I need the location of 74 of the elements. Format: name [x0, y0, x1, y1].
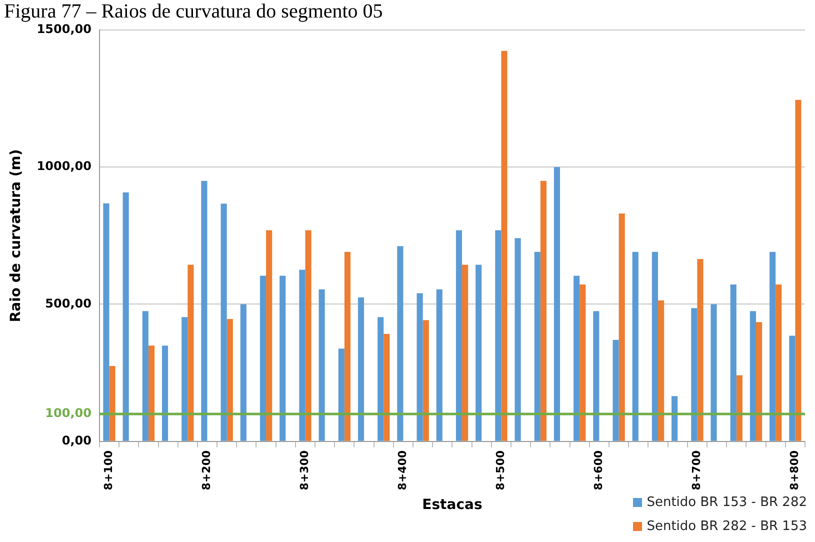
bar: [188, 264, 194, 441]
bar: [260, 276, 266, 441]
bar: [514, 238, 521, 441]
x-tick-label: 8+800: [788, 450, 802, 490]
bar: [378, 317, 384, 441]
bar: [632, 252, 638, 441]
bar: [182, 317, 188, 441]
bar: [776, 284, 782, 441]
chart-title: Figura 77 – Raios de curvatura do segmento 05: [4, 0, 383, 22]
bar: [148, 346, 155, 441]
bar: [266, 230, 272, 441]
bar: [789, 336, 796, 441]
bar: [226, 319, 233, 441]
bar: [770, 252, 776, 441]
x-tick-label: 8+600: [592, 450, 606, 490]
bar: [574, 276, 580, 441]
bar: [652, 252, 658, 441]
bar: [344, 252, 351, 441]
bar: [618, 213, 625, 441]
bar: [672, 396, 678, 441]
bar: [299, 270, 306, 441]
bar: [142, 311, 148, 441]
ref-line-label: 100,00: [45, 406, 92, 420]
legend-label: Sentido BR 282 - BR 153: [646, 518, 807, 534]
bar: [710, 304, 717, 441]
bar: [397, 246, 404, 441]
bar: [201, 180, 208, 441]
y-axis-title: Raio de curvatura (m): [8, 149, 24, 322]
bar: [554, 167, 560, 441]
bar: [436, 289, 442, 441]
bar: [691, 308, 698, 441]
bar: [795, 100, 802, 441]
bar: [280, 276, 286, 441]
legend-label: Sentido BR 153 - BR 282: [646, 494, 807, 510]
bar: [476, 264, 482, 441]
bar: [534, 252, 540, 441]
y-tick-label: 1000,00: [36, 159, 92, 174]
bar: [580, 284, 586, 441]
y-tick-label: 1500,00: [36, 22, 92, 36]
bar: [162, 346, 168, 441]
bar: [422, 320, 429, 441]
x-tick-label: 8+700: [690, 450, 704, 490]
bar: [384, 334, 390, 441]
bar: [240, 304, 246, 441]
bar: [220, 204, 227, 441]
bar: [501, 50, 508, 441]
bar: [358, 297, 364, 441]
bar: [730, 284, 736, 441]
bar: [540, 180, 546, 441]
bar: [338, 348, 344, 441]
bar: [756, 322, 762, 441]
x-tick-label: 8+500: [494, 450, 508, 490]
bar: [318, 289, 325, 441]
bar: [305, 230, 312, 441]
bar: [658, 300, 664, 441]
bar: [109, 366, 116, 441]
x-tick-label: 8+200: [200, 450, 214, 490]
x-axis-title: Estacas: [422, 497, 482, 514]
bar: [416, 293, 423, 441]
bar: [697, 258, 704, 441]
bar: [593, 311, 600, 441]
bar: [612, 340, 619, 441]
x-tick-label: 8+400: [396, 450, 410, 490]
y-tick-label: 0,00: [62, 433, 92, 448]
bar: [122, 192, 129, 441]
bar: [462, 264, 468, 441]
bar: [750, 311, 756, 441]
bar: [456, 230, 462, 441]
x-tick-label: 8+300: [298, 450, 312, 490]
bar: [736, 375, 742, 441]
bar: [495, 230, 502, 441]
x-tick-label: 8+100: [102, 450, 116, 490]
bar: [103, 203, 110, 441]
y-tick-label: 500,00: [45, 296, 92, 310]
